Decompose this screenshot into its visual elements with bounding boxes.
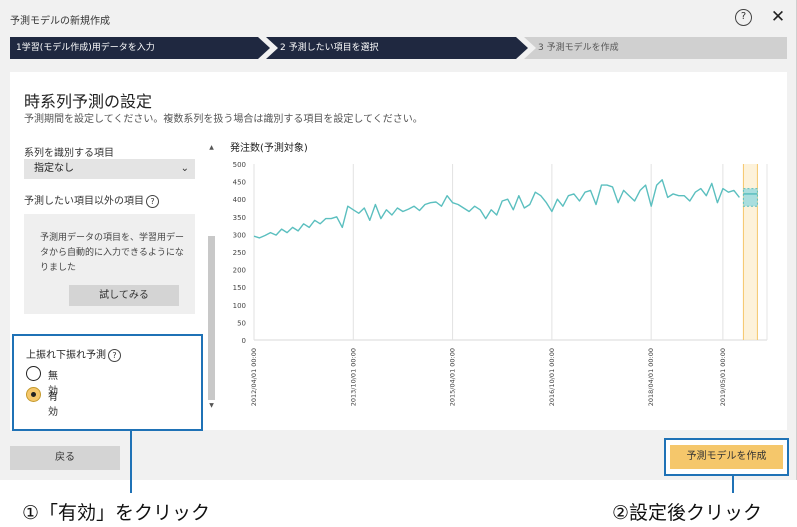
radio-enabled-button[interactable] [26,387,41,402]
chevron-down-icon: ⌄ [180,163,189,174]
forecast-interval [742,188,758,207]
y-tick-label: 100 [233,302,246,310]
y-tick-label: 500 [233,161,246,169]
scroll-thumb[interactable] [208,236,215,400]
chart-title: 発注数(予測対象) [230,143,308,154]
info-box: 予測用データの項目を、学習用データから自動的に入力できるようになりました 試して… [24,214,195,314]
question-circle-icon[interactable]: ? [108,348,121,362]
radio-disabled-label: 無効 [48,371,58,397]
forecast-region [743,164,758,340]
x-tick-label: 2016/10/01 00:00 [548,348,556,406]
dialog-window: 予測モデルの新規作成 ? ✕ 1学習(モデル作成)用データを入力 2 予測したい… [0,0,797,480]
y-tick-label: 300 [233,231,246,239]
y-tick-label: 150 [233,284,246,292]
create-button-highlight: 予測モデルを作成 [664,438,789,476]
y-tick-label: 200 [233,267,246,275]
create-model-button[interactable]: 予測モデルを作成 [670,445,783,469]
page-title: 時系列予測の設定 [24,92,153,111]
y-tick-label: 400 [233,196,246,204]
x-tick-label: 2015/04/01 00:00 [449,348,457,406]
y-tick-label: 450 [233,179,246,187]
annotation-left: ①「有効」をクリック [22,502,211,524]
left-scrollbar[interactable]: ▲ ▼ [207,144,216,412]
step-3: 3 予測モデルを作成 [524,37,787,59]
other-items-text: 予測したい項目以外の項目 [24,196,144,207]
dialog-title: 予測モデルの新規作成 [10,16,110,27]
forecast-chart: 5004504003503002502001501005002012/04/01… [233,161,768,406]
scroll-up-icon[interactable]: ▲ [209,144,214,151]
callout-line-right [732,476,734,493]
other-items-label: 予測したい項目以外の項目? [24,192,159,208]
help-icon[interactable]: ? [735,9,752,26]
y-tick-label: 350 [233,214,246,222]
scroll-down-icon[interactable]: ▼ [209,402,214,409]
series-id-label: 系列を識別する項目 [24,148,114,159]
x-tick-label: 2013/10/01 00:00 [349,348,357,406]
back-button[interactable]: 戻る [10,446,120,470]
try-button[interactable]: 試してみる [69,285,179,306]
step-wizard: 1学習(モデル作成)用データを入力 2 予測したい項目を選択 3 予測モデルを作… [10,37,787,59]
close-icon[interactable]: ✕ [770,7,786,27]
series-id-select[interactable]: 指定なし ⌄ [24,159,195,179]
y-tick-label: 0 [242,337,246,345]
radio-disabled-button[interactable] [26,366,41,381]
radio-enabled-label: 有効 [48,392,58,418]
annotation-right: ②設定後クリック [612,502,763,524]
step-2[interactable]: 2 予測したい項目を選択 [266,37,528,59]
title-bar: 予測モデルの新規作成 ? ✕ [0,0,797,36]
page-description: 予測期間を設定してください。複数系列を扱う場合は識別する項目を設定してください。 [24,114,423,125]
updown-setting-box: 上振れ下振れ予測? 無効 有効 [12,334,203,431]
updown-label: 上振れ下振れ予測? [26,346,121,362]
y-tick-label: 250 [233,249,246,257]
info-text: 予測用データの項目を、学習用データから自動的に入力できるようになりました [40,233,185,273]
x-tick-label: 2018/04/01 00:00 [647,348,655,406]
series-line [253,179,740,239]
question-circle-icon[interactable]: ? [146,194,159,208]
step-1[interactable]: 1学習(モデル作成)用データを入力 [10,37,270,59]
series-id-value: 指定なし [34,163,74,174]
y-tick-label: 50 [237,319,246,327]
updown-label-text: 上振れ下振れ予測 [26,350,106,361]
x-tick-label: 2019/05/01 00:00 [719,348,727,406]
x-tick-label: 2012/04/01 00:00 [250,348,258,406]
callout-line-left [130,431,132,493]
